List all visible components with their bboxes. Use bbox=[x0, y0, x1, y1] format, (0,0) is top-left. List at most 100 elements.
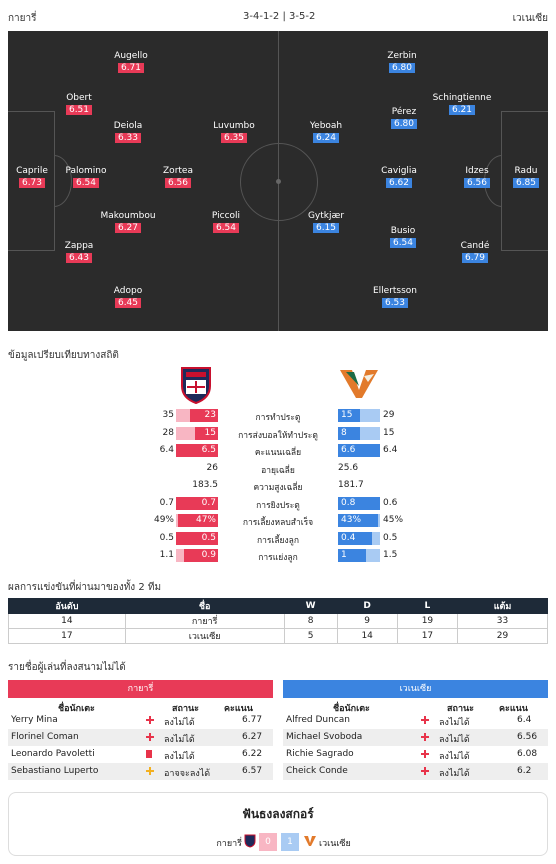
player-name: Adopo bbox=[113, 286, 143, 296]
home-stat-total: 0.7 bbox=[159, 497, 174, 508]
stat-row: 35 23 การทำประตู 15 29 bbox=[0, 409, 556, 423]
player-rating: 6.54 bbox=[72, 178, 100, 188]
injured-player-score: 6.56 bbox=[517, 732, 538, 742]
player-name: Augello bbox=[114, 51, 148, 61]
injured-player-name: Cheick Conde bbox=[286, 766, 348, 776]
away-crest-icon bbox=[338, 368, 380, 403]
injury-cross-icon bbox=[145, 732, 155, 745]
player-name: Radu bbox=[514, 166, 538, 176]
injury-cross-icon bbox=[145, 715, 155, 728]
injury-row: Alfred Duncan ลงไม่ได้ 6.4 bbox=[283, 712, 548, 729]
stat-label: ความสูงเฉลี่ย bbox=[253, 483, 303, 493]
injured-player-name: Florinel Coman bbox=[11, 732, 79, 742]
away-stat-bar bbox=[338, 496, 380, 510]
player-name: Palomino bbox=[65, 166, 107, 176]
home-stat-bar bbox=[176, 496, 218, 510]
table-cell: 17 bbox=[396, 628, 459, 644]
stat-row: 0.7 0.7 การยิงประตู 0.8 0.6 bbox=[0, 496, 556, 511]
col-status: สถานะ bbox=[447, 704, 474, 714]
home-stat-total: 49% bbox=[153, 515, 174, 525]
home-stat-value: 6.5 bbox=[201, 445, 216, 455]
red-card-icon bbox=[145, 749, 153, 762]
home-stat-value: 23 bbox=[204, 410, 216, 420]
player-rating: 6.71 bbox=[117, 63, 145, 73]
stat-row: 49% 47% การเลี้ยงหลบสำเร็จ 43% 45% bbox=[0, 514, 556, 528]
table-header-cell: แต้ม bbox=[457, 598, 548, 614]
injured-player-score: 6.4 bbox=[517, 715, 532, 725]
player-name: Schingtienne bbox=[432, 93, 492, 103]
prediction-away-score[interactable]: 1 bbox=[281, 833, 299, 851]
player-name: Luvumbo bbox=[213, 121, 255, 131]
injury-cross-icon bbox=[420, 715, 430, 728]
away-player-4[interactable]: Yeboah 6.24 bbox=[286, 121, 366, 143]
home-stat-total: 28 bbox=[162, 427, 174, 438]
home-player-4[interactable]: Luvumbo 6.35 bbox=[194, 121, 274, 143]
player-name: Caprile bbox=[16, 166, 48, 176]
away-stat-bar bbox=[338, 444, 380, 457]
home-player-10[interactable]: Zappa 6.43 bbox=[39, 241, 119, 263]
player-rating: 6.54 bbox=[389, 238, 417, 248]
away-injury-list: เวเนเซีย ชื่อนักเตะ สถานะ คะแนน Alfred D… bbox=[283, 680, 548, 780]
away-stat-value: 43% bbox=[341, 515, 362, 525]
stat-label: การยิงประตู bbox=[256, 500, 300, 511]
home-player-7[interactable]: Zortea 6.56 bbox=[138, 166, 218, 188]
home-player-6[interactable]: Palomino 6.54 bbox=[46, 166, 126, 188]
away-stat-value: 181.7 bbox=[338, 480, 364, 490]
stats-title: ข้อมูลเปรียบเทียบทางสถิติ bbox=[8, 350, 119, 361]
table-cell: 5 bbox=[283, 628, 338, 644]
away-stat-value: 25.6 bbox=[338, 462, 359, 473]
home-stat-value: 183.5 bbox=[192, 480, 218, 490]
home-team-name: กายารี่ bbox=[8, 13, 37, 24]
injured-player-name: Alfred Duncan bbox=[286, 715, 350, 725]
home-stat-total: 0.5 bbox=[159, 532, 174, 543]
away-player-7[interactable]: Radu 6.85 bbox=[486, 166, 548, 188]
player-rating: 6.56 bbox=[164, 178, 192, 188]
away-player-5[interactable]: Caviglia 6.62 bbox=[359, 166, 439, 188]
away-player-8[interactable]: Gytkjær 6.15 bbox=[286, 211, 366, 233]
away-stat-bar bbox=[338, 514, 379, 527]
home-player-9[interactable]: Piccoli 6.54 bbox=[186, 211, 266, 233]
stat-label: การเลี้ยงหลบสำเร็จ bbox=[242, 518, 314, 528]
home-player-2[interactable]: Obert 6.51 bbox=[39, 93, 119, 115]
home-player-3[interactable]: Deiola 6.33 bbox=[88, 121, 168, 143]
injury-status: ลงไม่ได้ bbox=[164, 735, 195, 745]
home-player-5[interactable]: Caprile 6.73 bbox=[8, 166, 72, 188]
player-rating: 6.21 bbox=[448, 105, 476, 115]
away-player-10[interactable]: Candé 6.79 bbox=[435, 241, 515, 263]
player-rating: 6.35 bbox=[220, 133, 248, 143]
away-player-3[interactable]: Pérez 6.80 bbox=[364, 107, 444, 129]
player-name: Caviglia bbox=[381, 166, 417, 176]
match-header: กายารี่ 3-4-1-2 | 3-5-2 เวเนเซีย bbox=[0, 0, 556, 31]
player-name: Deiola bbox=[113, 121, 143, 131]
table-cell: 17 bbox=[8, 628, 126, 644]
away-player-11[interactable]: Ellertsson 6.53 bbox=[355, 286, 435, 308]
table-row: 14 กายารี่ 8 9 19 33 bbox=[8, 613, 548, 629]
away-stat-total: 29 bbox=[383, 410, 395, 420]
player-rating: 6.73 bbox=[18, 178, 46, 188]
stat-row: 26 อายุเฉลี่ย 25.6 bbox=[0, 462, 556, 476]
injury-status: ลงไม่ได้ bbox=[439, 735, 470, 745]
away-player-1[interactable]: Zerbin 6.80 bbox=[362, 51, 442, 73]
away-stat-total: 0.5 bbox=[383, 532, 398, 543]
prediction-home-score[interactable]: 0 bbox=[259, 833, 277, 851]
home-player-8[interactable]: Makoumbou 6.27 bbox=[88, 211, 168, 233]
player-rating: 6.45 bbox=[114, 298, 142, 308]
player-name: Idzes bbox=[465, 166, 489, 176]
home-stat-bar bbox=[176, 444, 218, 457]
away-injury-subheader: ชื่อนักเตะ สถานะ คะแนน bbox=[283, 698, 548, 714]
away-player-6[interactable]: Idzes 6.56 bbox=[437, 166, 517, 188]
player-name: Yeboah bbox=[309, 121, 343, 131]
table-cell: 14 bbox=[336, 628, 398, 644]
player-rating: 6.54 bbox=[212, 223, 240, 233]
col-name: ชื่อนักเตะ bbox=[333, 704, 370, 714]
injury-row: Yerry Mina ลงไม่ได้ 6.77 bbox=[8, 712, 273, 729]
home-player-11[interactable]: Adopo 6.45 bbox=[88, 286, 168, 308]
away-player-9[interactable]: Busio 6.54 bbox=[363, 226, 443, 248]
player-name: Zortea bbox=[163, 166, 193, 176]
home-mini-crest-icon bbox=[244, 834, 256, 848]
injury-cross-icon bbox=[420, 766, 430, 779]
injured-player-score: 6.22 bbox=[242, 749, 263, 759]
away-player-2[interactable]: Schingtienne 6.21 bbox=[422, 93, 502, 115]
home-player-1[interactable]: Augello 6.71 bbox=[91, 51, 171, 73]
away-stat-total: 15 bbox=[383, 427, 395, 438]
